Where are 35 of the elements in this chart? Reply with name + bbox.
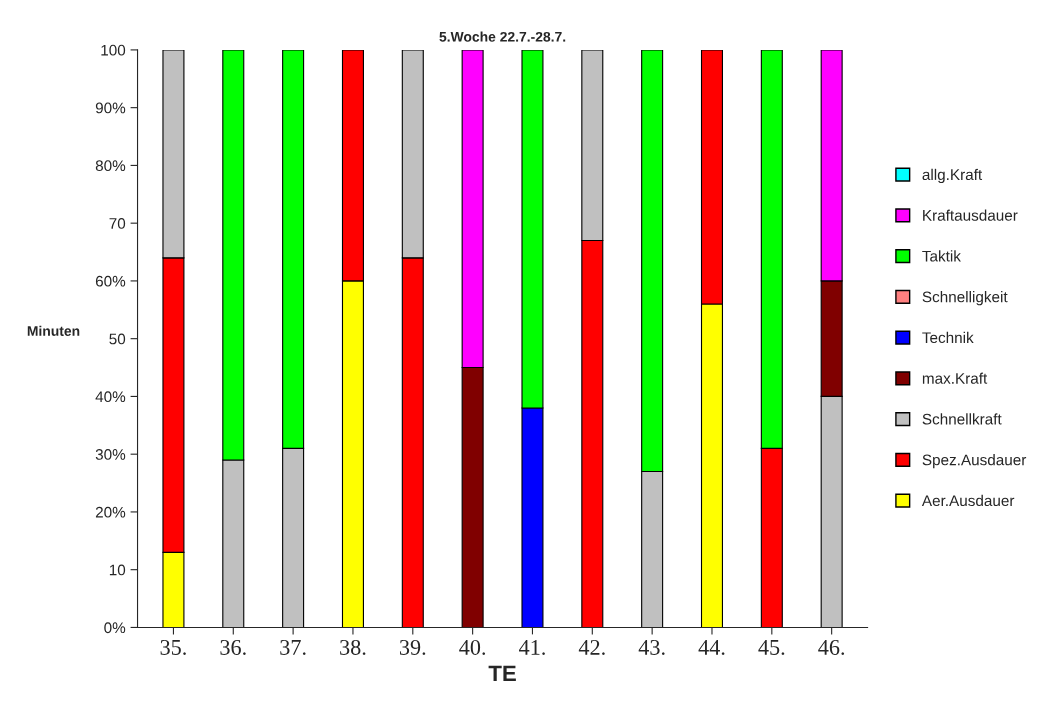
y-tick-label: 70 (109, 218, 126, 229)
y-tick-label: 60% (95, 275, 126, 287)
legend-label: max.Kraft (922, 372, 988, 384)
legend-label: allg.Kraft (922, 168, 983, 184)
y-tick-label: 10 (109, 564, 126, 576)
x-tick-label: 45. (758, 640, 785, 655)
y-tick-label: 100 (101, 44, 126, 56)
y-tick-label: 80% (95, 160, 126, 172)
legend-label: Kraftausdauer (923, 209, 1018, 221)
y-tick-label: 40% (95, 391, 126, 403)
x-tick-label: 43. (638, 639, 665, 655)
legend-label: Taktik (922, 250, 961, 262)
x-tick-label: 36. (220, 639, 246, 655)
x-tick-label: 39. (399, 639, 426, 655)
x-tick-label: 41. (519, 640, 545, 655)
y-tick-label: 50 (109, 333, 126, 345)
y-tick-label: 20% (95, 506, 126, 518)
y-axis-title: Minuten (27, 325, 80, 336)
x-tick-label: 42. (578, 639, 605, 655)
x-tick-label: 40. (459, 639, 486, 655)
legend-label: Schnelligkeit (922, 291, 1008, 306)
chart-title: 5.Woche 22.7.-28.7. (439, 31, 566, 42)
x-axis-title: TE (488, 665, 516, 682)
y-tick-label: 0% (104, 622, 126, 634)
x-tick-label: 38. (340, 639, 366, 655)
x-tick-label: 35. (160, 639, 186, 655)
legend-label: Spez.Ausdauer (922, 454, 1027, 469)
y-tick-label: 90% (95, 102, 126, 114)
legend-label: Schnellkraft (922, 413, 1002, 425)
legend-label: Aer.Ausdauer (921, 494, 1015, 507)
y-tick-label: 30% (95, 449, 126, 460)
x-tick-label: 37. (280, 639, 306, 655)
x-tick-label: 44. (698, 640, 725, 655)
legend-label: Technik (922, 331, 974, 344)
x-tick-label: 46. (818, 639, 845, 655)
